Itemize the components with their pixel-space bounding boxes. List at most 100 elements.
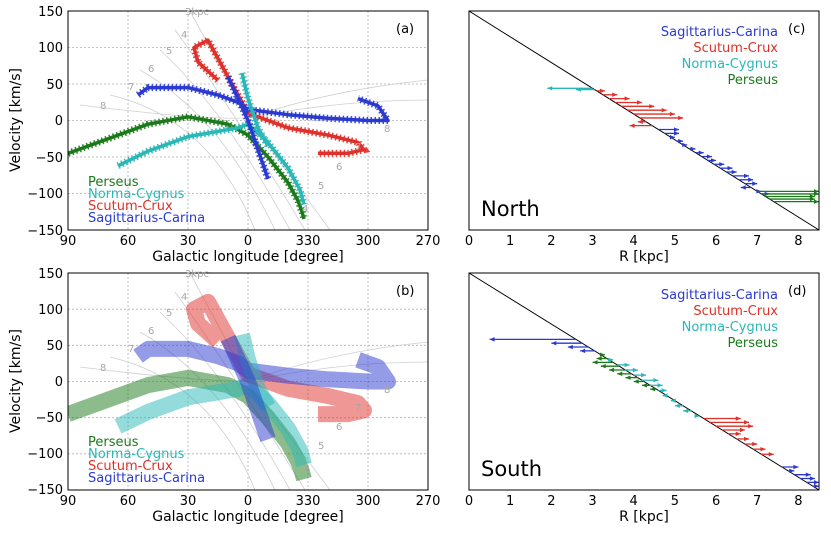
arrow-c-scutum-1-5 bbox=[661, 107, 667, 113]
xtick-c-3: 3 bbox=[588, 234, 596, 249]
arrow-c-sagittarius-2-9 bbox=[719, 162, 725, 167]
panel-d-ticks: 0 1 2 3 4 5 6 7 8 bbox=[465, 494, 803, 509]
panel-b-xlabel: Galactic longitude [degree] bbox=[152, 509, 344, 525]
arrow-d-scutum-3-0 bbox=[735, 416, 741, 421]
legend-c-scutum: Scutum-Crux bbox=[693, 41, 778, 56]
legend-b-perseus: Perseus bbox=[88, 435, 139, 450]
xtick-a-300: 300 bbox=[356, 234, 381, 249]
arrow-c-scutum-1-3 bbox=[636, 100, 642, 105]
arrow-c-scutum-1-1 bbox=[612, 92, 618, 97]
guide-label-b-1: 4 bbox=[181, 292, 187, 303]
ytick-a-50: 50 bbox=[46, 78, 63, 93]
series-a-sagittarius-5 bbox=[226, 75, 270, 180]
arrow-d-perseus-1-1 bbox=[596, 356, 602, 361]
arrow-d-scutum-3-4 bbox=[735, 431, 741, 437]
xtick-d-6: 6 bbox=[712, 494, 720, 509]
arrow-c-sagittarius-2-13 bbox=[748, 177, 754, 182]
ytick-a-m100: −100 bbox=[27, 187, 63, 202]
panel-d-label: (d) bbox=[788, 284, 806, 299]
ytick-b-m150: −150 bbox=[27, 483, 63, 498]
arrow-d-sagittarius-0-1 bbox=[551, 341, 557, 346]
panel-c: (c) North Sagittarius-Carina Scutum-Crux… bbox=[465, 10, 820, 265]
xtick-b-90: 90 bbox=[60, 494, 77, 509]
xtick-b-330: 330 bbox=[296, 494, 321, 509]
xtick-c-4: 4 bbox=[630, 234, 638, 249]
arrow-d-norma-2-8 bbox=[670, 398, 676, 403]
panel-a-frame bbox=[67, 10, 429, 231]
xtick-d-7: 7 bbox=[753, 494, 761, 509]
guide-label-a-9: 7 bbox=[355, 142, 361, 153]
series-a-sagittarius-3 bbox=[136, 85, 390, 123]
ytick-a-0: 0 bbox=[55, 114, 63, 129]
arrow-d-sagittarius-4-1 bbox=[789, 468, 795, 474]
arrow-d-norma-2-1 bbox=[624, 362, 630, 368]
xtick-d-1: 1 bbox=[506, 494, 514, 509]
guide-label-b-5: 8 bbox=[100, 363, 106, 374]
guide-label-b-4: 7 bbox=[128, 344, 134, 355]
arrow-d-perseus-1-0 bbox=[599, 352, 605, 357]
panel-c-frame bbox=[468, 10, 820, 231]
arrow-d-sagittarius-0-0 bbox=[489, 337, 495, 342]
guide-label-b-7: 5 bbox=[318, 441, 324, 452]
arrow-c-scutum-1-8 bbox=[637, 119, 643, 124]
guide-label-a-4: 7 bbox=[128, 82, 134, 93]
ytick-b-100: 100 bbox=[38, 303, 63, 318]
arrow-c-scutum-1-7 bbox=[678, 115, 684, 121]
panel-c-series bbox=[468, 10, 820, 231]
panel-a-series bbox=[68, 35, 395, 220]
guide-label-a-1: 4 bbox=[181, 30, 187, 41]
arrow-c-sagittarius-2-10 bbox=[727, 165, 733, 171]
arrow-d-sagittarius-0-3 bbox=[580, 348, 586, 354]
xtick-a-60: 60 bbox=[120, 234, 137, 249]
panel-c-label: (c) bbox=[788, 22, 805, 37]
arrow-d-norma-2-0 bbox=[608, 357, 614, 362]
guide-label-3kpc-b: 3kpc bbox=[185, 269, 209, 280]
ytick-b-50: 50 bbox=[46, 339, 63, 354]
ytick-a-150: 150 bbox=[38, 5, 63, 20]
arrow-c-sagittarius-2-14 bbox=[752, 181, 758, 186]
arrow-d-perseus-1-5 bbox=[617, 371, 623, 377]
arrow-c-sagittarius-2-15 bbox=[740, 185, 746, 190]
arrow-d-scutum-3-6 bbox=[752, 441, 758, 447]
arrow-c-sagittarius-2-2 bbox=[669, 135, 675, 140]
arrow-d-perseus-1-2 bbox=[592, 360, 598, 365]
diagonal-c bbox=[468, 10, 820, 231]
xtick-b-270: 270 bbox=[416, 494, 441, 509]
arrow-d-norma-2-6 bbox=[661, 388, 667, 393]
arrow-d-norma-2-2 bbox=[632, 367, 638, 373]
legend-a-perseus: Perseus bbox=[88, 175, 139, 190]
series-b-scutum-2 bbox=[186, 293, 372, 423]
arrow-d-sagittarius-4-2 bbox=[805, 472, 811, 477]
panel-a-ylabel: Velocity [km/s] bbox=[8, 68, 24, 172]
xtick-b-30: 30 bbox=[180, 494, 197, 509]
xtick-a-270: 270 bbox=[416, 234, 441, 249]
guide-label-b-10: 8 bbox=[384, 385, 390, 396]
ytick-b-150: 150 bbox=[38, 267, 63, 282]
guide-label-a-5: 8 bbox=[100, 101, 106, 112]
legend-b-norma: Norma-Cygnus bbox=[88, 447, 185, 462]
panel-d-frame bbox=[468, 272, 820, 491]
xtick-d-2: 2 bbox=[547, 494, 555, 509]
panel-a: 3kpc 4 5 6 7 8 4 5 6 7 8 (a) Perseus Nor… bbox=[8, 5, 440, 265]
xtick-c-5: 5 bbox=[671, 234, 679, 249]
xtick-d-3: 3 bbox=[588, 494, 596, 509]
xtick-d-0: 0 bbox=[465, 494, 473, 509]
arrow-c-scutum-1-9 bbox=[629, 123, 635, 128]
ytick-a-m150: −150 bbox=[27, 224, 63, 239]
series-b-sagittarius-3 bbox=[133, 340, 396, 390]
arrow-d-sagittarius-4-0 bbox=[793, 464, 799, 470]
legend-d-scutum: Scutum-Crux bbox=[693, 304, 778, 319]
panel-a-ticks: 90 60 30 0 330 300 270 150 100 50 0 −50 … bbox=[27, 5, 440, 249]
arrow-c-perseus-3-1 bbox=[814, 191, 819, 197]
ytick-b-0: 0 bbox=[55, 375, 63, 390]
arrow-c-sagittarius-2-5 bbox=[690, 146, 696, 152]
arrow-d-scutum-3-8 bbox=[768, 452, 774, 457]
xtick-a-30: 30 bbox=[180, 234, 197, 249]
panel-a-legend: Perseus Norma-Cygnus Scutum-Crux Sagitta… bbox=[88, 175, 205, 226]
guide-label-a-6: 4 bbox=[302, 204, 308, 215]
guide-label-b-3: 6 bbox=[148, 326, 154, 337]
arrow-c-scutum-1-0 bbox=[599, 88, 605, 94]
legend-b-sagittarius: Sagittarius-Carina bbox=[88, 471, 205, 486]
series-a-perseus-0 bbox=[68, 115, 306, 220]
